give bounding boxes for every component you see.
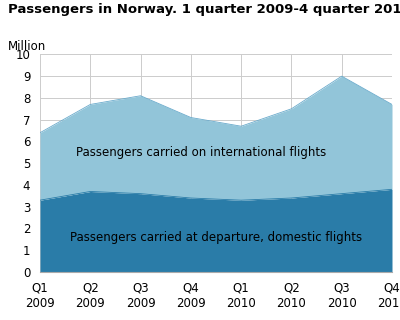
Text: Passengers in Norway. 1 quarter 2009-4 quarter 2010. Million: Passengers in Norway. 1 quarter 2009-4 q… bbox=[8, 3, 400, 16]
Text: Passengers carried on international flights: Passengers carried on international flig… bbox=[76, 146, 326, 159]
Text: Passengers carried at departure, domestic flights: Passengers carried at departure, domesti… bbox=[70, 231, 362, 244]
Text: Million: Million bbox=[8, 40, 46, 53]
